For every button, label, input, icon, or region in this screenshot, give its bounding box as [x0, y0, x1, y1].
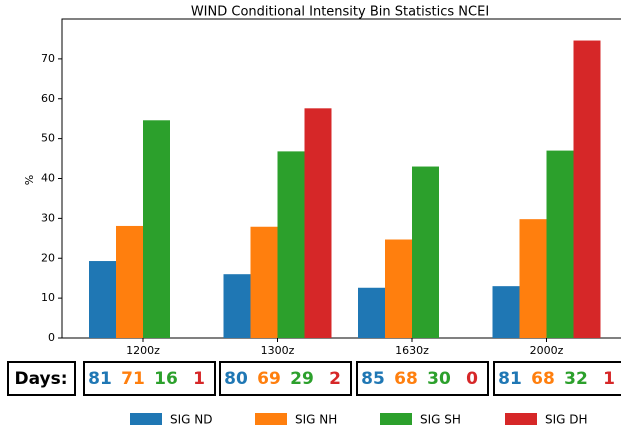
y-tick-label: 60	[41, 92, 55, 105]
bar	[277, 151, 305, 338]
legend-swatch	[130, 413, 162, 425]
bar	[89, 261, 116, 338]
bar	[546, 150, 574, 338]
y-tick-label: 40	[41, 172, 55, 185]
x-tick-label: 1630z	[395, 344, 429, 357]
days-count: 1	[193, 369, 205, 389]
legend-swatch	[505, 413, 537, 425]
days-count: 29	[290, 369, 314, 389]
bar	[304, 108, 332, 338]
days-box	[7, 361, 76, 396]
days-count: 16	[154, 369, 178, 389]
chart-title: WIND Conditional Intensity Bin Statistic…	[191, 5, 489, 20]
legend-swatch	[255, 413, 287, 425]
bar	[358, 287, 385, 338]
days-box	[356, 361, 489, 396]
days-count: 2	[329, 369, 341, 389]
bar	[143, 120, 170, 338]
y-tick-label: 20	[41, 251, 55, 264]
days-box	[83, 361, 216, 396]
days-count: 81	[498, 369, 522, 389]
days-count: 30	[427, 369, 451, 389]
days-count: 68	[394, 369, 418, 389]
x-tick-label: 1300z	[261, 344, 295, 357]
days-count: 85	[361, 369, 385, 389]
y-tick-label: 50	[41, 132, 55, 145]
bar	[412, 166, 439, 338]
legend-label: SIG NH	[295, 413, 337, 427]
bar	[250, 226, 278, 338]
days-count: 69	[257, 369, 281, 389]
x-tick-label: 2000z	[530, 344, 564, 357]
days-box	[493, 361, 621, 396]
legend-swatch	[380, 413, 412, 425]
days-count: 80	[224, 369, 248, 389]
y-tick-label: 10	[41, 291, 55, 304]
y-axis-label: %	[23, 175, 36, 185]
bar	[492, 286, 520, 338]
days-count: 71	[121, 369, 145, 389]
days-box	[219, 361, 352, 396]
y-tick-label: 0	[48, 331, 55, 344]
legend-label: SIG DH	[545, 413, 588, 427]
days-label: Days:	[14, 369, 67, 389]
days-count: 0	[466, 369, 478, 389]
days-count: 32	[564, 369, 588, 389]
days-count: 68	[531, 369, 555, 389]
bar	[223, 274, 251, 338]
y-tick-label: 70	[41, 52, 55, 65]
bar	[385, 239, 412, 338]
legend-label: SIG ND	[170, 413, 213, 427]
y-tick-label: 30	[41, 211, 55, 224]
legend-label: SIG SH	[420, 413, 461, 427]
bar	[573, 40, 601, 338]
bar	[519, 219, 547, 338]
x-tick-label: 1200z	[126, 344, 160, 357]
days-count: 1	[603, 369, 615, 389]
days-count: 81	[88, 369, 112, 389]
bar	[116, 225, 143, 338]
